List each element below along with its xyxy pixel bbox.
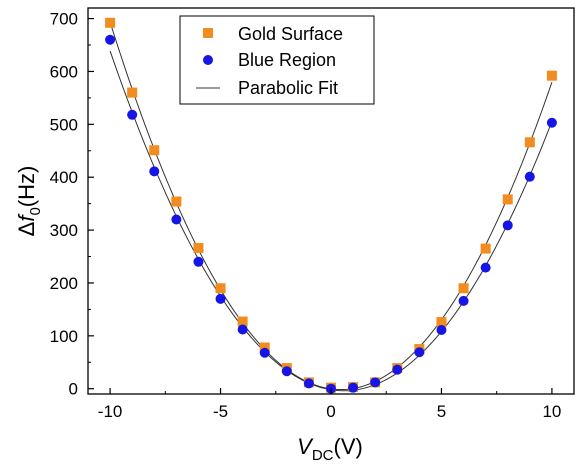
blue-region-point [458, 295, 469, 306]
blue-region-point [281, 366, 292, 377]
y-tick-label: 200 [50, 274, 78, 293]
gold-surface-point [171, 196, 182, 207]
gold-surface-point [458, 283, 469, 294]
blue-region-point [524, 171, 535, 182]
blue-region-point [370, 377, 381, 388]
x-axis-ticks: -10 -5 0 5 10 [98, 388, 561, 421]
y-tick-label: 600 [50, 62, 78, 81]
blue-region-point [215, 293, 226, 304]
gold-surface-point [237, 316, 248, 327]
y-axis-title-unit: (Hz) [14, 166, 39, 208]
legend-marker-gold-surface [203, 28, 213, 38]
gold-surface-point [127, 87, 138, 98]
blue-region-point [171, 214, 182, 225]
gold-surface-point [149, 145, 160, 156]
x-axis-title-sub: DC [312, 447, 334, 464]
x-tick-label: -10 [98, 402, 123, 421]
legend-marker-blue-region [203, 55, 213, 65]
y-axis-title-prefix: Δ [14, 221, 39, 236]
x-axis-title-main: V [297, 434, 314, 459]
blue-region-point [502, 220, 513, 231]
gold-surface-point [480, 243, 491, 254]
legend-label-parabolic-fit: Parabolic Fit [238, 78, 338, 98]
blue-region-point [414, 347, 425, 358]
gold-surface-point [502, 194, 513, 205]
blue-region-point [436, 325, 447, 336]
gold-surface-point [524, 137, 535, 148]
y-tick-label: 0 [69, 380, 78, 399]
gold-surface-point [105, 17, 116, 28]
blue-region-point [480, 262, 491, 273]
blue-region-point [237, 324, 248, 335]
blue-region-point [546, 117, 557, 128]
gold-surface-point [193, 243, 204, 254]
gold-surface-point [215, 283, 226, 294]
y-tick-label: 500 [50, 115, 78, 134]
x-tick-label: 0 [326, 402, 335, 421]
gold-surface-point [546, 70, 557, 81]
x-tick-label: 5 [437, 402, 446, 421]
y-axis-title-main: f [14, 213, 39, 222]
y-tick-label: 700 [50, 10, 78, 29]
legend-label-gold-surface: Gold Surface [238, 24, 343, 44]
x-tick-label: 10 [542, 402, 561, 421]
blue-region-point [392, 364, 403, 375]
y-tick-label: 400 [50, 168, 78, 187]
legend: Gold Surface Blue Region Parabolic Fit [179, 15, 375, 105]
blue-region-point [259, 347, 270, 358]
y-axis-title-sub: 0 [27, 207, 44, 215]
y-axis-title: Δf0(Hz) [14, 166, 44, 237]
legend-label-blue-region: Blue Region [238, 50, 336, 70]
blue-region-point [127, 109, 138, 120]
blue-region-point [149, 166, 160, 177]
blue-region-point [303, 378, 314, 389]
gold-surface-point [436, 317, 447, 328]
y-tick-label: 100 [50, 327, 78, 346]
y-tick-label: 300 [50, 221, 78, 240]
x-axis-title: VDC(V) [297, 434, 363, 464]
data-markers [105, 17, 557, 394]
y-axis-ticks: 0 100 200 300 400 500 600 700 [50, 10, 94, 399]
blue-region-point [193, 256, 204, 267]
blue-region-point [348, 382, 359, 393]
x-tick-label: -5 [213, 402, 228, 421]
blue-region-point [105, 34, 116, 45]
gold-surface-point [259, 342, 270, 353]
x-axis-title-unit: (V) [334, 434, 363, 459]
